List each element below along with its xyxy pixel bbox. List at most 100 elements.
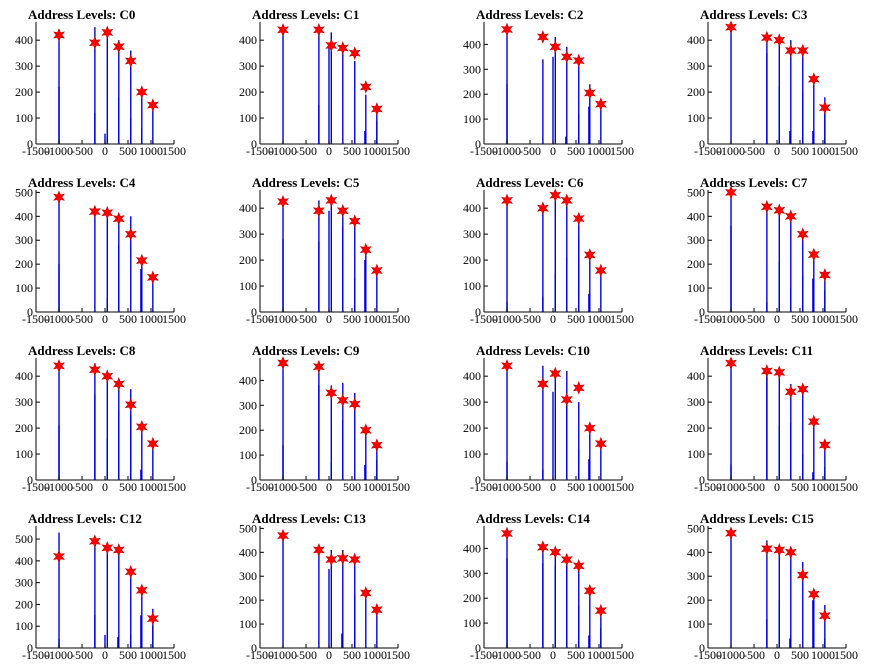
y-tick-label: 0 [27, 305, 33, 319]
y-tick-label: 0 [27, 137, 33, 151]
star-marker [348, 552, 361, 567]
x-tick-label: -1500 [22, 144, 50, 158]
y-tick-label: 400 [463, 37, 481, 51]
y-tick-label: 100 [687, 447, 705, 461]
y-tick-label: 400 [239, 201, 257, 215]
x-tick-label: 1000 [363, 312, 387, 326]
x-tick-label: 1000 [811, 480, 835, 494]
x-tick-label: 500 [791, 480, 809, 494]
star-marker [807, 414, 820, 429]
star-marker [146, 98, 159, 112]
x-tick-label: -500 [743, 480, 765, 494]
star-marker [124, 54, 137, 68]
x-tick-label: -500 [71, 480, 93, 494]
panel-6: Address Levels: C6 0 100 200 300 400 -1500-100… [463, 175, 634, 326]
star-marker [112, 377, 125, 391]
x-tick-label: -1500 [470, 480, 498, 494]
star-marker [773, 203, 786, 218]
y-tick-label: 100 [687, 111, 705, 125]
panel-title: Address Levels: C2 [476, 7, 583, 22]
y-tick-label: 100 [15, 619, 33, 633]
x-tick-label: -1000 [493, 648, 521, 662]
star-marker [583, 248, 596, 262]
y-tick-label: 400 [687, 545, 705, 559]
star-marker [784, 209, 797, 224]
star-marker [572, 53, 585, 68]
panel-3: Address Levels: C3 0 100 200 300 400 -1500-100… [687, 7, 858, 158]
star-marker [336, 393, 349, 408]
x-tick-label: -1500 [694, 480, 722, 494]
x-tick-label: 1000 [363, 144, 387, 158]
x-tick-label: 500 [343, 648, 361, 662]
panel-title: Address Levels: C7 [700, 175, 808, 190]
y-tick-label: 300 [239, 227, 257, 241]
y-tick-label: 400 [15, 209, 33, 223]
star-marker [583, 583, 596, 598]
star-marker [277, 194, 289, 209]
panel-title: Address Levels: C3 [700, 7, 808, 22]
x-tick-label: -1000 [493, 144, 521, 158]
star-marker [53, 358, 65, 373]
panel-15: Address Levels: C15 0 100 200 300 400 500 -1500… [687, 511, 858, 662]
star-marker [312, 359, 325, 374]
star-marker [549, 366, 562, 381]
y-tick-label: 300 [239, 569, 257, 583]
panel-11: Address Levels: C11 0 100 200 300 400 -1500-10… [687, 343, 858, 494]
y-tick-label: 500 [15, 185, 33, 199]
panel-8: Address Levels: C8 0 100 200 300 400 -1500-100… [15, 343, 186, 494]
x-tick-label: 1500 [162, 144, 186, 158]
x-tick-label: 1500 [610, 312, 634, 326]
y-tick-label: 100 [687, 281, 705, 295]
panel-2: Address Levels: C2 0 100 200 300 400 -1500-100… [463, 7, 634, 158]
y-tick-label: 300 [463, 395, 481, 409]
x-tick-label: 1000 [139, 312, 163, 326]
star-marker [124, 564, 137, 579]
x-tick-label: -500 [519, 144, 541, 158]
panel-4: Address Levels: C40100200300400500-1500-… [15, 175, 186, 326]
y-tick-label: 200 [15, 85, 33, 99]
star-marker [796, 568, 809, 582]
x-tick-label: 0 [550, 480, 556, 494]
star-marker [277, 356, 289, 370]
y-tick-label: 400 [15, 554, 33, 568]
star-marker [370, 263, 383, 278]
y-tick-label: 200 [15, 421, 33, 435]
x-tick-label: -1500 [246, 144, 274, 158]
star-marker [818, 438, 831, 452]
star-marker [796, 43, 809, 58]
x-tick-label: -1500 [22, 648, 50, 662]
star-marker [53, 190, 65, 205]
x-tick-label: 1500 [834, 648, 858, 662]
star-marker [818, 100, 831, 115]
star-marker [146, 611, 159, 626]
y-tick-label: 0 [251, 137, 257, 151]
star-marker [325, 386, 338, 400]
x-tick-label: -500 [743, 648, 765, 662]
star-marker [594, 97, 607, 111]
panel-10: Address Levels: C10 0 100 200 300 400 -1500-10… [463, 343, 634, 494]
x-tick-label: 1500 [834, 312, 858, 326]
star-marker [325, 552, 338, 567]
star-marker [536, 540, 549, 554]
x-tick-label: 0 [774, 480, 780, 494]
x-tick-label: -500 [295, 144, 317, 158]
x-tick-label: 1000 [587, 480, 611, 494]
y-tick-label: 200 [687, 85, 705, 99]
x-tick-label: 500 [343, 480, 361, 494]
star-marker [348, 397, 361, 411]
x-tick-label: 1000 [139, 480, 163, 494]
star-marker [536, 377, 549, 391]
x-tick-label: 1500 [386, 648, 410, 662]
y-tick-label: 200 [463, 591, 481, 605]
x-tick-label: 500 [119, 648, 137, 662]
y-tick-label: 0 [27, 473, 33, 487]
y-tick-label: 400 [687, 209, 705, 223]
y-tick-label: 500 [15, 532, 33, 546]
star-marker [725, 185, 737, 200]
panel-title: Address Levels: C10 [476, 343, 590, 358]
y-tick-label: 500 [687, 521, 705, 535]
star-marker [773, 365, 786, 380]
x-tick-label: -1000 [717, 480, 745, 494]
x-tick-label: -1500 [246, 480, 274, 494]
